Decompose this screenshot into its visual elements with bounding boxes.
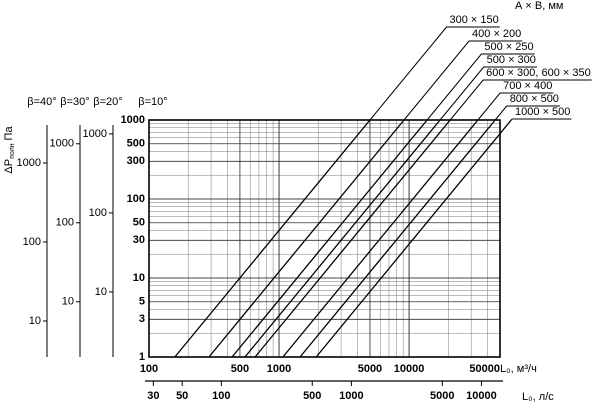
beta-label: β=20° bbox=[93, 96, 122, 108]
x-tick-label: 5000 bbox=[358, 363, 382, 375]
legend-label: 800 × 500 bbox=[510, 93, 559, 105]
x-axis-title: L₀, м³/ч bbox=[500, 363, 537, 375]
duct-line bbox=[208, 119, 405, 358]
leader-line bbox=[426, 53, 535, 121]
y-axis-title: ΔPполн Па bbox=[3, 126, 16, 174]
x2-tick-label: 5000 bbox=[430, 390, 454, 402]
leader-line bbox=[477, 92, 554, 121]
x-tick-label: 10000 bbox=[394, 363, 425, 375]
beta-tick-label: 100 bbox=[23, 236, 41, 248]
y-tick-label: 1000 bbox=[121, 114, 145, 126]
x-tick-label: 1000 bbox=[267, 363, 291, 375]
y-tick-label: 100 bbox=[127, 193, 145, 205]
plot-frame bbox=[148, 119, 501, 358]
beta-label: β=30° bbox=[60, 96, 89, 108]
x2-tick-label: 50 bbox=[176, 390, 188, 402]
duct-line bbox=[231, 119, 428, 358]
beta-tick-label: 100 bbox=[89, 207, 107, 219]
duct-line bbox=[174, 119, 371, 358]
beta-label: β=10° bbox=[138, 96, 167, 108]
legend-label: 600 × 300, 600 × 350 bbox=[486, 67, 591, 79]
beta-tick-label: 100 bbox=[56, 217, 74, 229]
leader-line bbox=[449, 79, 592, 121]
legend-label: 400 × 200 bbox=[472, 28, 521, 40]
duct-line bbox=[254, 119, 451, 358]
beta-tick-label: 1000 bbox=[50, 138, 74, 150]
y-tick-label: 300 bbox=[127, 155, 145, 167]
duct-line bbox=[282, 119, 479, 358]
legend-label: 500 × 300 bbox=[487, 54, 536, 66]
legend-title: А × В, мм bbox=[515, 0, 563, 12]
beta-tick-label: 10 bbox=[29, 315, 41, 327]
duct-line bbox=[315, 119, 512, 358]
legend-label: 300 × 150 bbox=[450, 14, 499, 26]
x-tick-label: 100 bbox=[140, 363, 158, 375]
x2-tick-label: 30 bbox=[147, 390, 159, 402]
leader-line bbox=[510, 118, 572, 121]
legend-label: 500 × 250 bbox=[484, 41, 533, 53]
x-tick-label: 50000 bbox=[469, 363, 500, 375]
beta-tick-label: 10 bbox=[62, 296, 74, 308]
y-title-sub: полн bbox=[9, 143, 16, 159]
leader-line bbox=[369, 26, 500, 121]
leader-line bbox=[439, 66, 537, 121]
x2-tick-label: 100 bbox=[212, 390, 230, 402]
leader-line bbox=[403, 40, 523, 121]
y-tick-label: 3 bbox=[139, 313, 145, 325]
y-tick-label: 30 bbox=[133, 234, 145, 246]
leader-line bbox=[494, 105, 560, 121]
y-title-unit: Па bbox=[3, 126, 15, 141]
x-tick-label: 500 bbox=[231, 363, 249, 375]
duct-line bbox=[299, 119, 496, 358]
y-title-main: ΔP bbox=[3, 159, 15, 174]
y-tick-label: 1 bbox=[139, 351, 145, 363]
beta-label: β=40° bbox=[27, 96, 56, 108]
beta-tick-label: 1000 bbox=[83, 128, 107, 140]
y-tick-label: 50 bbox=[133, 217, 145, 229]
x2-tick-label: 1000 bbox=[339, 390, 363, 402]
y-tick-label: 5 bbox=[139, 296, 145, 308]
x2-axis-title: L₀, л/с bbox=[522, 391, 554, 402]
duct-line bbox=[244, 119, 441, 358]
legend-label: 1000 × 500 bbox=[515, 106, 570, 118]
x2-tick-label: 500 bbox=[303, 390, 321, 402]
beta-tick-label: 1000 bbox=[17, 157, 41, 169]
legend-label: 700 × 400 bbox=[503, 80, 552, 92]
y-tick-label: 500 bbox=[127, 138, 145, 150]
x2-tick-label: 10000 bbox=[466, 390, 497, 402]
y-tick-label: 10 bbox=[133, 272, 145, 284]
beta-tick-label: 10 bbox=[95, 286, 107, 298]
